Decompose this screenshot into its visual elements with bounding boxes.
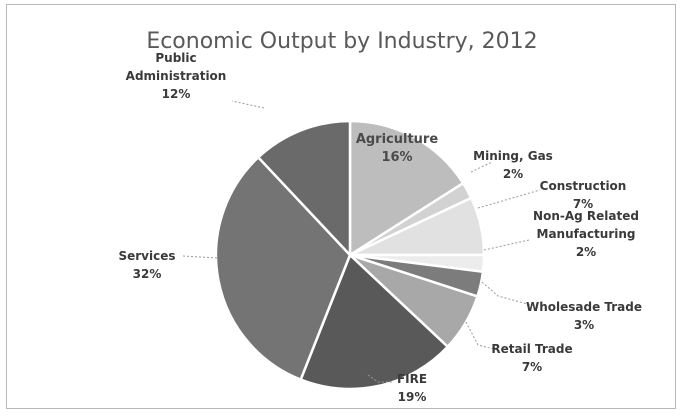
slice-label-wholesade-trade: Wholesade Trade 3% bbox=[526, 300, 642, 332]
pie-slices bbox=[214, 119, 486, 391]
leader-line-retail-trade bbox=[465, 321, 499, 351]
slice-label-services: Services 32% bbox=[118, 249, 175, 281]
slice-label-fire: FIRE 19% bbox=[397, 372, 427, 404]
leader-line-wholesade-trade bbox=[481, 281, 536, 307]
leader-line-non-ag-related-manufacturing bbox=[483, 239, 530, 251]
slice-label-retail-trade: Retail Trade 7% bbox=[491, 342, 572, 374]
leader-line-mining-gas bbox=[470, 161, 493, 173]
slice-label-public-administration: Public Administration 12% bbox=[126, 51, 227, 101]
pie-slice-agriculture bbox=[348, 119, 465, 258]
leader-lines bbox=[182, 100, 541, 383]
pie-slice-services bbox=[214, 155, 352, 382]
leader-line-public-administration bbox=[231, 100, 265, 109]
slice-label-non-ag-related-manufacturing: Non-Ag Related Manufacturing 2% bbox=[533, 209, 639, 259]
leader-line-services bbox=[182, 255, 218, 259]
leader-line-fire bbox=[367, 374, 394, 383]
leader-line-construction bbox=[477, 189, 541, 209]
slice-label-construction: Construction 7% bbox=[540, 179, 627, 211]
pie-slice-public-administration bbox=[256, 119, 352, 259]
chart-title: Economic Output by Industry, 2012 bbox=[146, 29, 537, 54]
slice-label-agriculture: Agriculture 16% bbox=[356, 132, 439, 165]
slice-label-mining-gas: Mining, Gas 2% bbox=[473, 149, 553, 181]
slice-labels: Agriculture 16% Mining, Gas 2%Construction 7… bbox=[118, 51, 642, 404]
